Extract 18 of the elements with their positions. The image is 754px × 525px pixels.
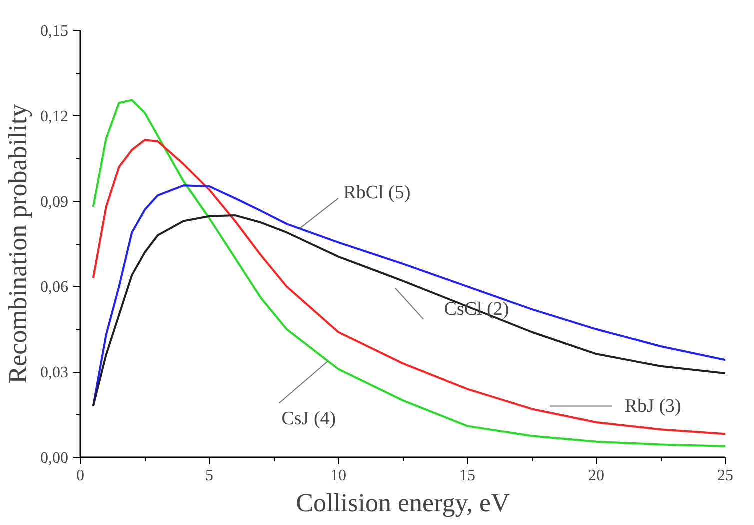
y-tick-label: 0,00 (40, 450, 68, 467)
series-label: CsJ (4) (282, 408, 336, 430)
y-tick-label: 0,09 (40, 194, 68, 211)
x-tick-label: 25 (718, 468, 734, 484)
x-tick-label: 15 (460, 468, 476, 484)
series-label: RbJ (3) (624, 396, 682, 417)
series-label: CsCl (2) (444, 298, 510, 320)
y-tick-label: 0,06 (40, 279, 68, 296)
y-axis-title: Recombination probability (4, 104, 32, 384)
y-tick-label: 0,03 (40, 364, 68, 382)
y-tick-label: 0,12 (40, 108, 68, 126)
x-tick-label: 10 (330, 468, 346, 484)
x-axis-title: Collision energy, eV (296, 488, 510, 518)
x-tick-label: 5 (206, 468, 214, 484)
x-tick-label: 20 (588, 468, 604, 484)
y-tick-label: 0,15 (40, 23, 68, 40)
x-tick-label: 0 (76, 468, 84, 484)
text: RbCl (5) (344, 182, 411, 204)
